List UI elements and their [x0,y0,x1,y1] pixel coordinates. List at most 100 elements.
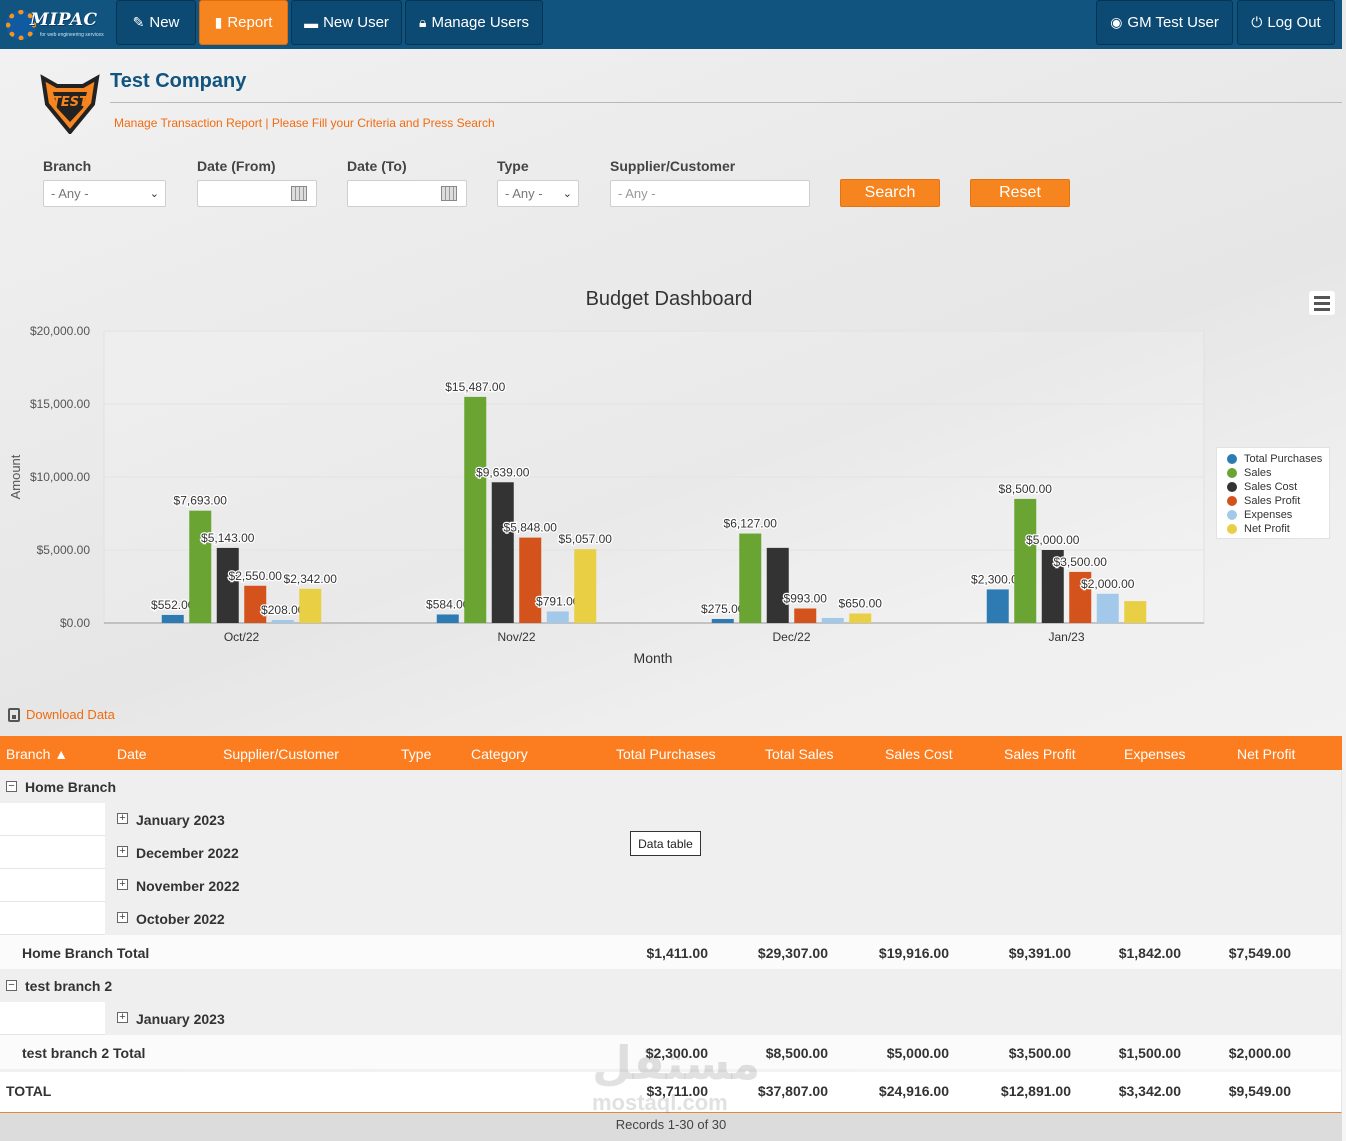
y-tick-label: $20,000.00 [30,324,90,338]
expand-icon[interactable]: + [117,1012,128,1023]
legend-dot [1227,482,1237,492]
user-menu-button[interactable]: ◉ GM Test User [1096,0,1233,45]
column-header-supplier[interactable]: Supplier/Customer [223,746,339,762]
collapse-icon[interactable]: − [6,980,17,991]
date-from-label: Date (From) [197,158,276,174]
nav-report-button[interactable]: ▮ Report [199,0,288,45]
data-label: $9,639.00 [476,465,530,479]
data-label: $2,342.00 [284,572,338,586]
reset-button[interactable]: Reset [970,179,1070,207]
bar-total-purchases [986,589,1009,623]
date-to-input[interactable] [347,180,467,207]
legend-item-sales-cost[interactable]: Sales Cost [1227,480,1329,494]
bar-sales-profit [1069,571,1092,623]
x-tick-label: Oct/22 [224,630,260,644]
x-axis-title: Month [634,650,673,666]
mipac-logo[interactable]: MIPAC for web engineering services [6,8,108,42]
logout-button[interactable]: ⏻ Log Out [1237,0,1335,45]
x-tick-label: Dec/22 [772,630,810,644]
date-from-input[interactable] [197,180,317,207]
calendar-icon[interactable] [441,186,457,201]
column-header-sales-profit[interactable]: Sales Profit [1004,746,1076,762]
data-label: $552.00 [151,598,195,612]
branch-select[interactable]: - Any - ⌄ [43,180,166,207]
month-row[interactable]: + October 2022 [0,902,1341,935]
search-button[interactable]: Search [840,179,940,207]
expand-icon[interactable]: + [117,846,128,857]
chart-menu-icon[interactable] [1309,291,1335,315]
month-row[interactable]: + November 2022 [0,869,1341,902]
data-label: $208.00 [261,603,305,617]
bar-expenses [821,617,844,623]
gear-icon [6,10,36,40]
nav-manage-users-button[interactable]: 🔒︎ Manage Users [405,0,543,45]
nav-new-button[interactable]: ✎ New [116,0,196,45]
nav-new-user-label: New User [323,14,389,31]
column-header-type[interactable]: Type [401,746,432,762]
column-header-total-purchases[interactable]: Total Purchases [616,746,716,762]
column-header-date[interactable]: Date [117,746,147,762]
bar-sales [739,533,762,623]
column-header-expenses[interactable]: Expenses [1124,746,1186,762]
month-row[interactable]: + January 2023 [0,803,1341,836]
data-label: $5,848.00 [504,521,558,535]
nav-new-user-button[interactable]: ▬ New User [291,0,402,45]
lock-icon: 🔒︎ [419,14,427,30]
svg-text:TEST: TEST [52,95,89,110]
collapse-icon[interactable]: − [6,781,17,792]
nav-manage-users-label: Manage Users [431,14,529,31]
table-header: Branch ▲ Date Supplier/Customer Type Cat… [0,736,1342,770]
chart-legend: Total Purchases Sales Sales Cost Sales P… [1216,447,1330,539]
month-row[interactable]: + January 2023 [0,1002,1341,1035]
y-tick-label: $15,000.00 [30,397,90,411]
download-data-link[interactable]: Download Data [8,707,115,722]
bar-sales [1014,498,1037,623]
expand-icon[interactable]: + [117,813,128,824]
legend-item-sales[interactable]: Sales [1227,466,1329,480]
bar-expenses [546,611,569,623]
header-divider [110,102,1342,103]
column-header-net-profit[interactable]: Net Profit [1237,746,1296,762]
bar-net-profit [299,588,322,623]
legend-item-sales-profit[interactable]: Sales Profit [1227,494,1329,508]
branch-label: Branch [43,158,92,174]
bar-total-purchases [161,614,184,623]
data-label: $7,693.00 [174,494,228,508]
bar-total-purchases [436,614,459,623]
data-label: $5,000.00 [1026,533,1080,547]
branch-value: - Any - [51,186,89,201]
data-label: $8,500.00 [999,482,1053,496]
expand-icon[interactable]: + [117,879,128,890]
type-label: Type [497,158,529,174]
column-header-category[interactable]: Category [471,746,528,762]
y-tick-label: $10,000.00 [30,470,90,484]
book-icon: ▮ [214,14,223,30]
calendar-icon[interactable] [291,186,307,201]
nav-report-label: Report [227,14,273,31]
legend-item-expenses[interactable]: Expenses [1227,508,1329,522]
date-to-label: Date (To) [347,158,407,174]
column-header-branch[interactable]: Branch ▲ [6,746,69,762]
expand-icon[interactable]: + [117,912,128,923]
watermark-url: mostaql.com [592,1090,728,1115]
group-row-test-branch-2[interactable]: − test branch 2 [0,969,1341,1002]
column-header-sales-cost[interactable]: Sales Cost [885,746,953,762]
data-label: $791.00 [536,594,580,608]
bar-net-profit [1124,601,1147,623]
supplier-input[interactable]: - Any - [610,180,810,207]
y-tick-label: $5,000.00 [37,543,91,557]
type-select[interactable]: - Any - ⌄ [497,180,579,207]
data-label: $2,300.00 [971,572,1025,586]
sort-asc-icon: ▲ [54,746,69,762]
legend-item-net-profit[interactable]: Net Profit [1227,522,1329,536]
save-icon [8,707,20,722]
legend-dot [1227,524,1237,534]
bar-net-profit [849,613,872,623]
page-instructions: Manage Transaction Report | Please Fill … [114,116,495,130]
chevron-down-icon: ⌄ [562,188,572,200]
column-header-total-sales[interactable]: Total Sales [765,746,834,762]
data-label: $275.00 [701,602,745,616]
type-value: - Any - [505,186,543,201]
group-row-home-branch[interactable]: − Home Branch [0,770,1341,803]
legend-item-total-purchases[interactable]: Total Purchases [1227,452,1329,466]
